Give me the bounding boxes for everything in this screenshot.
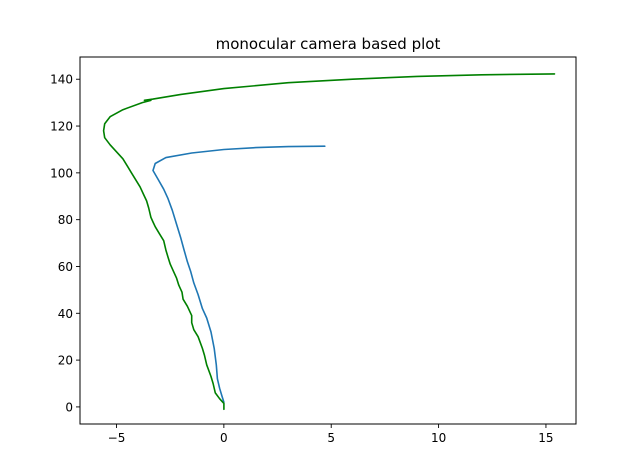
plot-area-frame <box>79 56 577 425</box>
y-tick-label: 60 <box>58 260 73 274</box>
y-tick-label: 20 <box>58 354 73 368</box>
x-tick-label: 15 <box>538 431 553 445</box>
y-tick-label: 40 <box>58 307 73 321</box>
y-tick-label: 80 <box>58 213 73 227</box>
y-tick-label: 120 <box>50 120 73 134</box>
x-tick-label: 0 <box>220 431 228 445</box>
series-line-2 <box>102 73 556 411</box>
x-axis-ticks: −5 0 5 10 15 <box>108 424 554 445</box>
y-tick-label: 100 <box>50 166 73 180</box>
y-tick-label: 140 <box>50 73 73 87</box>
chart-title: monocular camera based plot <box>216 35 441 53</box>
x-tick-label: 10 <box>431 431 446 445</box>
series-line-1 <box>152 145 326 403</box>
x-tick-label: −5 <box>108 431 126 445</box>
plot-lines <box>102 73 556 411</box>
y-tick-label: 0 <box>65 400 73 414</box>
y-axis-ticks: 0 20 40 60 80 100 120 140 <box>50 73 80 414</box>
x-tick-label: 5 <box>327 431 335 445</box>
